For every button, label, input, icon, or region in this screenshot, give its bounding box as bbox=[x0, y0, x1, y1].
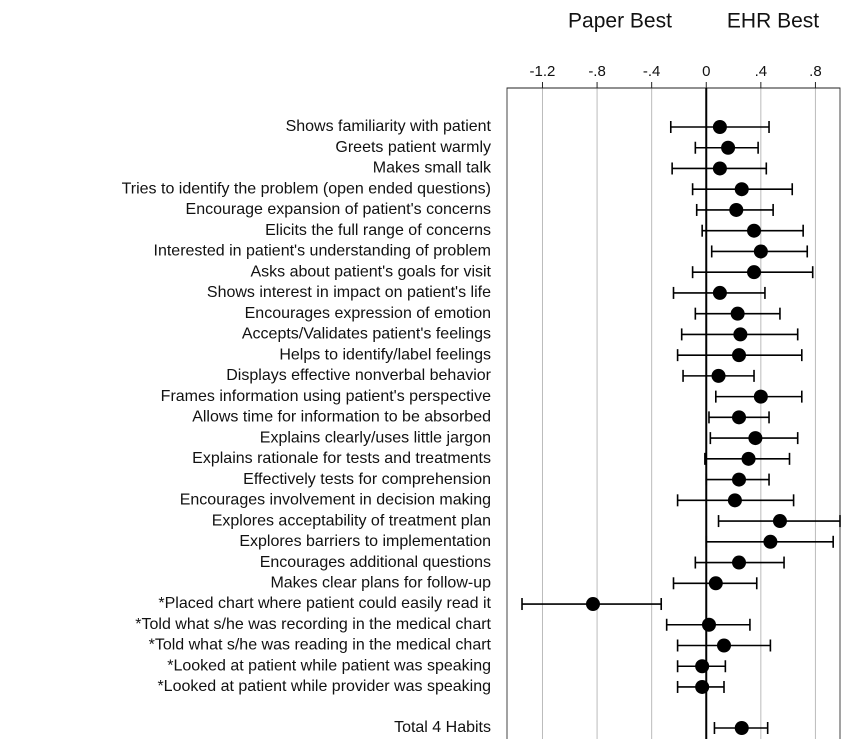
category-label: Frames information using patient's persp… bbox=[161, 388, 491, 405]
category-label: Explains rationale for tests and treatme… bbox=[192, 450, 491, 467]
point bbox=[711, 368, 726, 383]
category-label: Makes small talk bbox=[373, 160, 492, 177]
category-label: Total 4 Habits bbox=[394, 719, 491, 736]
point bbox=[753, 389, 768, 404]
point bbox=[708, 576, 723, 591]
category-label: Encourage expansion of patient's concern… bbox=[186, 201, 491, 218]
point bbox=[585, 597, 600, 612]
category-label: *Told what s/he was reading in the medic… bbox=[149, 637, 492, 654]
category-label: *Looked at patient while patient was spe… bbox=[167, 657, 491, 674]
point bbox=[695, 659, 710, 674]
point bbox=[712, 161, 727, 176]
point bbox=[729, 202, 744, 217]
category-label: Asks about patient's goals for visit bbox=[250, 263, 491, 280]
x-tick-label: -.8 bbox=[588, 63, 606, 80]
point bbox=[732, 472, 747, 487]
point bbox=[695, 679, 710, 694]
point bbox=[748, 431, 763, 446]
category-label: Encourages involvement in decision makin… bbox=[180, 492, 491, 509]
point bbox=[733, 327, 748, 342]
category-label: Shows familiarity with patient bbox=[286, 118, 492, 135]
x-tick-label: .8 bbox=[809, 63, 822, 80]
category-label: Shows interest in impact on patient's li… bbox=[207, 284, 491, 301]
point bbox=[734, 182, 749, 197]
point bbox=[716, 638, 731, 653]
category-label: Makes clear plans for follow-up bbox=[270, 574, 491, 591]
header-left: Paper Best bbox=[568, 10, 672, 33]
x-tick-label: -1.2 bbox=[530, 63, 556, 80]
x-tick-label: -.4 bbox=[643, 63, 661, 80]
point bbox=[763, 534, 778, 549]
x-tick-label: 0 bbox=[702, 63, 710, 80]
category-label: Interested in patient's understanding of… bbox=[154, 243, 492, 260]
category-label: Accepts/Validates patient's feelings bbox=[242, 326, 491, 343]
point bbox=[732, 410, 747, 425]
point bbox=[732, 348, 747, 363]
category-label: Encourages expression of emotion bbox=[245, 305, 491, 322]
category-label: Explores acceptability of treatment plan bbox=[212, 512, 491, 529]
point bbox=[721, 140, 736, 155]
point bbox=[747, 223, 762, 238]
category-label: Encourages additional questions bbox=[260, 554, 491, 571]
point bbox=[741, 451, 756, 466]
header-right: EHR Best bbox=[727, 10, 819, 33]
category-label: *Placed chart where patient could easily… bbox=[158, 595, 491, 612]
category-label: Explains clearly/uses little jargon bbox=[260, 429, 491, 446]
point bbox=[734, 721, 749, 735]
category-label: Tries to identify the problem (open ende… bbox=[122, 180, 491, 197]
point bbox=[747, 265, 762, 280]
point bbox=[753, 244, 768, 259]
plot-frame bbox=[506, 87, 841, 744]
category-label: Effectively tests for comprehension bbox=[243, 471, 491, 488]
point bbox=[772, 514, 787, 529]
category-label: Helps to identify/label feelings bbox=[279, 346, 491, 363]
category-label: Allows time for information to be absorb… bbox=[192, 409, 491, 426]
category-label: *Told what s/he was recording in the med… bbox=[135, 616, 491, 633]
point bbox=[730, 306, 745, 321]
category-label: Greets patient warmly bbox=[335, 139, 491, 156]
point bbox=[727, 493, 742, 508]
point bbox=[712, 285, 727, 300]
category-label: Displays effective nonverbal behavior bbox=[226, 367, 491, 384]
point bbox=[701, 617, 716, 632]
point bbox=[712, 120, 727, 134]
point bbox=[732, 555, 747, 570]
category-label: Explores barriers to implementation bbox=[239, 533, 491, 550]
category-label: Elicits the full range of concerns bbox=[265, 222, 491, 239]
category-label: *Looked at patient while provider was sp… bbox=[157, 678, 491, 695]
x-tick-label: .4 bbox=[755, 63, 768, 80]
